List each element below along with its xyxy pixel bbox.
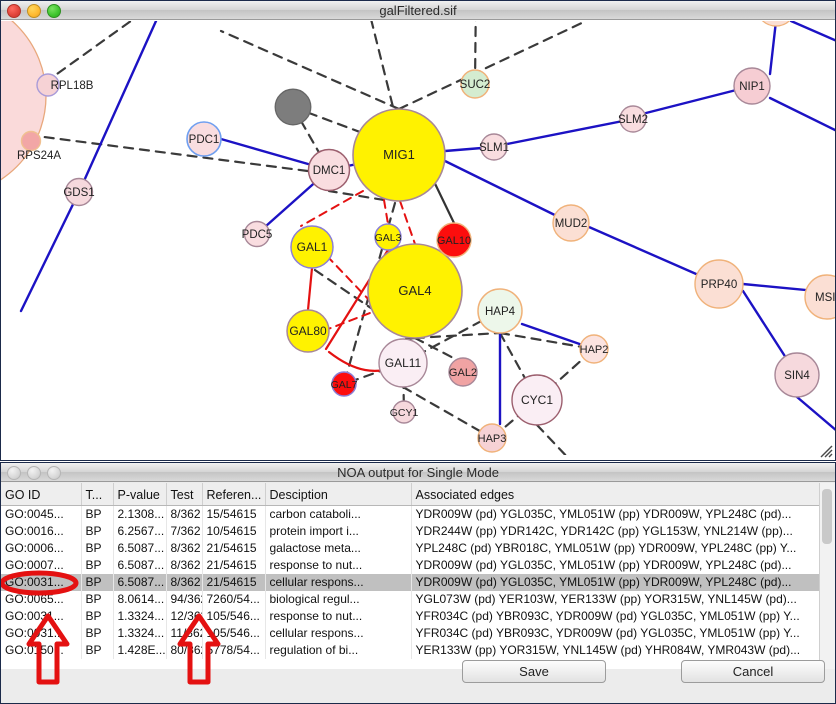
- svg-text:CYC1: CYC1: [521, 393, 553, 407]
- svg-text:GAL10: GAL10: [437, 235, 471, 247]
- svg-text:NIP1: NIP1: [739, 81, 765, 93]
- svg-text:PDC5: PDC5: [242, 229, 273, 241]
- svg-text:GAL1: GAL1: [297, 240, 328, 254]
- svg-text:DMC1: DMC1: [313, 165, 346, 177]
- svg-text:GCY1: GCY1: [390, 407, 419, 419]
- svg-text:SLM2: SLM2: [618, 114, 648, 126]
- svg-text:MUD2: MUD2: [555, 218, 588, 230]
- svg-text:PRP40: PRP40: [701, 279, 737, 291]
- svg-text:SLM1: SLM1: [479, 142, 509, 154]
- svg-text:GAL11: GAL11: [385, 356, 422, 370]
- svg-text:GAL80: GAL80: [289, 324, 327, 338]
- svg-text:RPS24A: RPS24A: [17, 150, 61, 162]
- svg-text:GAL2: GAL2: [449, 367, 477, 379]
- svg-text:SUC2: SUC2: [460, 79, 491, 91]
- svg-text:MIG1: MIG1: [383, 147, 415, 162]
- svg-text:HAP3: HAP3: [478, 433, 507, 445]
- svg-text:GAL7: GAL7: [331, 379, 358, 391]
- svg-text:SIN4: SIN4: [784, 370, 810, 382]
- svg-text:RPL18B: RPL18B: [51, 80, 94, 92]
- svg-text:HAP2: HAP2: [580, 344, 609, 356]
- svg-text:PDC1: PDC1: [189, 134, 220, 146]
- svg-text:GAL3: GAL3: [375, 232, 402, 244]
- svg-text:GAL4: GAL4: [398, 283, 431, 298]
- svg-text:HAP4: HAP4: [485, 306, 516, 318]
- svg-text:MSI: MSI: [815, 292, 835, 304]
- svg-text:GDS1: GDS1: [63, 187, 94, 199]
